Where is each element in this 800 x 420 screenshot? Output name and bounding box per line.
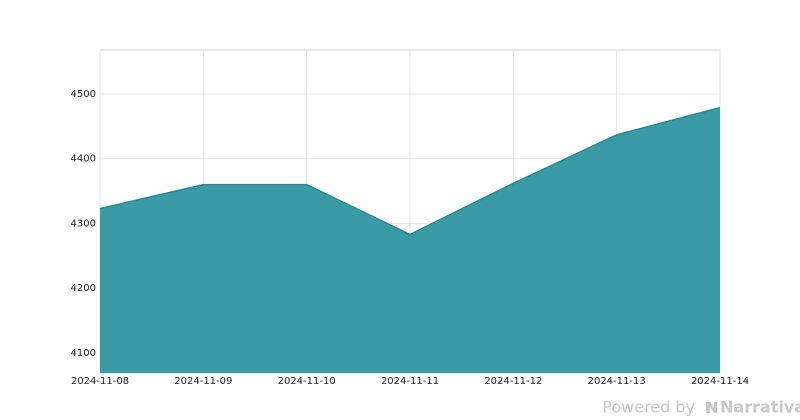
footer-prefix: Powered by: [602, 398, 695, 417]
x-tick-label: 2024-11-13: [588, 376, 646, 387]
brand-logo: [706, 402, 717, 413]
y-tick-label: 4400: [71, 154, 96, 165]
x-tick-label: 2024-11-12: [484, 376, 542, 387]
y-tick-label: 4200: [71, 283, 96, 294]
plot-layer: [99, 50, 721, 373]
y-tick-label: 4100: [71, 348, 96, 359]
footer-brand: Narrativa: [720, 398, 800, 417]
y-tick-label: 4500: [71, 89, 96, 100]
area: [100, 107, 720, 373]
x-tick-label: 2024-11-11: [381, 376, 439, 387]
area-line: [99, 106, 721, 236]
x-tick-label: 2024-11-09: [174, 376, 232, 387]
y-tick-label: 4300: [71, 218, 96, 229]
x-tick-label: 2024-11-08: [71, 376, 129, 387]
x-tick-label: 2024-11-10: [278, 376, 336, 387]
x-tick-label: 2024-11-14: [691, 376, 749, 387]
